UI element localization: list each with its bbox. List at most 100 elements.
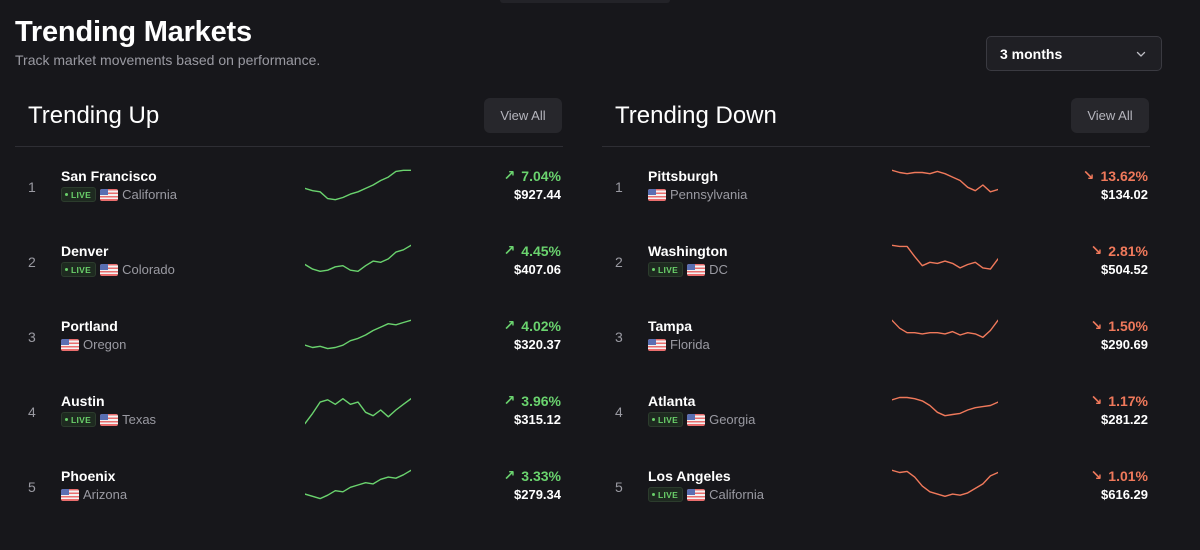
market-price: $279.34 — [514, 487, 561, 502]
live-dot-icon — [652, 268, 655, 271]
market-state: Pennsylvania — [670, 187, 748, 202]
market-state: DC — [709, 262, 728, 277]
market-price: $320.37 — [514, 337, 561, 352]
live-badge-label: LIVE — [71, 189, 92, 200]
trending-up-list: 1 San Francisco LIVE California ↗ 7.04% … — [15, 147, 563, 522]
market-change-percent: 1.17% — [1108, 392, 1148, 409]
market-price: $281.22 — [1101, 412, 1148, 427]
market-meta: LIVE California — [61, 187, 177, 202]
sparkline-path — [305, 469, 411, 500]
live-dot-icon — [65, 268, 68, 271]
market-change-percent: 1.01% — [1108, 467, 1148, 484]
chevron-down-icon — [1136, 51, 1146, 57]
period-select[interactable]: 3 months — [986, 36, 1162, 71]
market-city: Denver — [61, 243, 109, 259]
us-flag-icon — [61, 488, 79, 501]
market-row-atlanta[interactable]: 4 Atlanta LIVE Georgia ↘ 1.17% $281.22 — [602, 372, 1150, 447]
market-rank: 4 — [615, 404, 623, 420]
trend-arrow-icon: ↗ — [503, 317, 516, 333]
market-state: California — [122, 187, 178, 202]
trending-down-panel: Trending Down View All 1 Pittsburgh Penn… — [602, 98, 1150, 522]
trending-down-view-all-button[interactable]: View All — [1071, 98, 1149, 133]
sparkline-chart — [892, 319, 998, 338]
us-flag-icon — [100, 188, 119, 201]
sparkline-path — [892, 319, 998, 338]
sparkline-path — [892, 244, 998, 270]
live-badge-label: LIVE — [71, 264, 92, 275]
us-flag-icon — [687, 263, 706, 276]
market-change-percent: 3.96% — [521, 392, 561, 409]
market-city: Washington — [648, 243, 728, 259]
sparkline-chart — [892, 469, 998, 497]
market-row-pittsburgh[interactable]: 1 Pittsburgh Pennsylvania ↘ 13.62% $134.… — [602, 147, 1150, 222]
sparkline-path — [892, 169, 998, 193]
market-row-san-francisco[interactable]: 1 San Francisco LIVE California ↗ 7.04% … — [15, 147, 563, 222]
market-rank: 2 — [28, 254, 36, 270]
market-change: ↘ 1.17% — [1091, 392, 1148, 409]
market-row-tampa[interactable]: 3 Tampa Florida ↘ 1.50% $290.69 — [602, 297, 1150, 372]
sparkline-chart — [892, 169, 998, 193]
market-city: Pittsburgh — [648, 168, 718, 184]
market-meta: Pennsylvania — [648, 187, 747, 202]
us-flag-icon — [648, 188, 666, 201]
live-badge: LIVE — [648, 487, 684, 502]
sparkline-path — [892, 396, 998, 417]
market-city: Los Angeles — [648, 468, 731, 484]
sparkline-path — [305, 319, 411, 350]
live-dot-icon — [652, 493, 655, 496]
sparkline-path — [305, 169, 411, 201]
market-city: Austin — [61, 393, 105, 409]
market-price: $616.29 — [1101, 487, 1148, 502]
sparkline-path — [305, 398, 411, 425]
market-row-denver[interactable]: 2 Denver LIVE Colorado ↗ 4.45% $407.06 — [15, 222, 563, 297]
market-change-percent: 1.50% — [1108, 317, 1148, 334]
trend-arrow-icon: ↘ — [1090, 467, 1103, 483]
live-dot-icon — [65, 193, 68, 196]
live-badge-label: LIVE — [658, 489, 679, 500]
market-city: Portland — [61, 318, 118, 334]
trend-arrow-icon: ↗ — [503, 167, 516, 183]
period-select-value: 3 months — [1000, 45, 1063, 62]
sparkline-chart — [892, 244, 998, 270]
market-change-percent: 7.04% — [521, 167, 561, 184]
market-row-portland[interactable]: 3 Portland Oregon ↗ 4.02% $320.37 — [15, 297, 563, 372]
market-rank: 5 — [28, 479, 36, 495]
trending-up-header: Trending Up View All — [15, 98, 563, 147]
market-rank: 5 — [615, 479, 623, 495]
market-change: ↘ 1.01% — [1091, 467, 1148, 484]
market-price: $315.12 — [514, 412, 561, 427]
sparkline-chart — [892, 396, 998, 417]
market-change: ↘ 13.62% — [1083, 167, 1148, 184]
market-row-austin[interactable]: 4 Austin LIVE Texas ↗ 3.96% $315.12 — [15, 372, 563, 447]
live-badge-label: LIVE — [71, 414, 92, 425]
market-row-phoenix[interactable]: 5 Phoenix Arizona ↗ 3.33% $279.34 — [15, 447, 563, 522]
trending-up-panel: Trending Up View All 1 San Francisco LIV… — [15, 98, 563, 522]
sparkline-chart — [305, 169, 411, 201]
trending-up-view-all-button[interactable]: View All — [484, 98, 562, 133]
top-divider — [500, 0, 670, 3]
sparkline-path — [305, 244, 411, 272]
market-change-percent: 4.02% — [521, 317, 561, 334]
market-state: Oregon — [83, 337, 127, 352]
sparkline-chart — [305, 469, 411, 500]
market-change-percent: 3.33% — [521, 467, 561, 484]
market-price: $290.69 — [1101, 337, 1148, 352]
market-state: Florida — [670, 337, 710, 352]
trend-arrow-icon: ↗ — [503, 392, 516, 408]
market-city: San Francisco — [61, 168, 157, 184]
market-city: Atlanta — [648, 393, 696, 409]
market-change: ↗ 4.45% — [504, 242, 561, 259]
market-change-percent: 4.45% — [521, 242, 561, 259]
market-meta: Florida — [648, 337, 710, 352]
trend-arrow-icon: ↗ — [503, 467, 516, 483]
market-city: Tampa — [648, 318, 693, 334]
market-row-washington[interactable]: 2 Washington LIVE DC ↘ 2.81% $504.52 — [602, 222, 1150, 297]
us-flag-icon — [648, 338, 666, 351]
market-meta: LIVE Colorado — [61, 262, 175, 277]
market-row-los-angeles[interactable]: 5 Los Angeles LIVE California ↘ 1.01% $6… — [602, 447, 1150, 522]
market-meta: LIVE DC — [648, 262, 728, 277]
market-price: $927.44 — [514, 187, 561, 202]
market-rank: 3 — [28, 329, 36, 345]
market-rank: 2 — [615, 254, 623, 270]
live-badge-label: LIVE — [658, 264, 679, 275]
